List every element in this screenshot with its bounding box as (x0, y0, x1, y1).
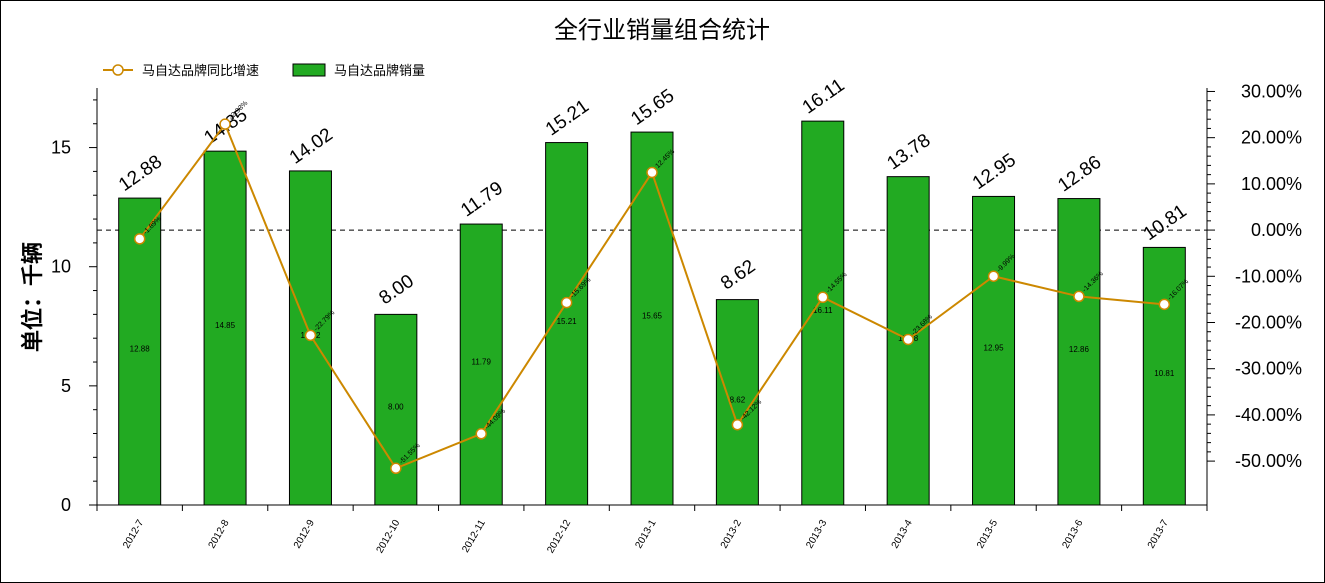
left-tick-label: 5 (61, 376, 71, 396)
legend-label-sales: 马自达品牌销量 (334, 63, 425, 79)
bar-value-label: 13.78 (884, 130, 935, 174)
bar-inner-label: 10.81 (1154, 369, 1175, 378)
growth-point-2012-7 (133, 233, 146, 245)
bar-inner-label: 15.65 (642, 312, 663, 321)
bar-value-label: 15.65 (627, 85, 678, 129)
bar-2013-7 (1142, 246, 1186, 506)
growth-point-2012-9 (304, 329, 317, 342)
left-tick-label: 0 (61, 495, 71, 515)
bar-value-label: 14.02 (286, 124, 337, 168)
bar-inner-label: 12.95 (984, 344, 1005, 353)
x-tick-label: 2012-10 (375, 518, 403, 556)
right-tick-label: -40.00% (1235, 405, 1302, 425)
x-tick-label: 2012-8 (207, 518, 232, 551)
x-tick-label: 2013-4 (890, 518, 915, 551)
bar-value-label: 10.81 (1140, 201, 1191, 245)
x-tick-label: 2013-3 (804, 518, 829, 551)
growth-point-2013-6 (1073, 290, 1085, 303)
bar-inner-label: 12.88 (130, 345, 151, 354)
x-tick-label: 2013-7 (1146, 518, 1171, 551)
x-tick-label: 2012-11 (460, 518, 488, 555)
growth-point-2012-10 (390, 462, 402, 475)
legend-line-marker (112, 64, 124, 76)
legend-bar-swatch (292, 63, 326, 77)
bar-value-label: 12.95 (969, 150, 1020, 194)
bar-2013-3 (801, 120, 845, 506)
bar-2012-11 (459, 223, 503, 506)
right-tick-label: -30.00% (1235, 359, 1302, 379)
bar-2013-5 (972, 195, 1016, 506)
growth-point-2012-12 (560, 296, 573, 309)
right-tick-label: 30.00% (1241, 81, 1302, 101)
right-tick-label: 10.00% (1241, 174, 1302, 194)
x-tick-label: 2012-9 (292, 518, 317, 551)
bar-value-label: 12.86 (1054, 152, 1105, 196)
right-tick-label: 0.00% (1251, 220, 1302, 240)
bar-inner-label: 15.21 (557, 317, 578, 326)
x-tick-label: 2013-5 (975, 518, 1000, 551)
growth-point-2012-8 (219, 118, 231, 130)
growth-point-2012-11 (475, 428, 487, 440)
right-tick-label: -50.00% (1235, 451, 1302, 471)
x-tick-label: 2012-7 (121, 518, 146, 551)
chart-title: 全行业销量组合统计 (554, 16, 770, 44)
bar-2013-6 (1057, 198, 1101, 506)
growth-point-2013-4 (902, 333, 914, 346)
bar-inner-label: 11.79 (472, 358, 492, 367)
bar-inner-label: 8.00 (388, 403, 404, 412)
bar-inner-label: 8.62 (730, 395, 746, 404)
bar-inner-label: 12.86 (1069, 345, 1090, 354)
growth-point-2013-2 (731, 418, 744, 431)
bar-value-label: 16.11 (799, 75, 849, 119)
bar-value-label: 15.21 (542, 96, 593, 140)
x-tick-label: 2013-6 (1060, 518, 1085, 551)
growth-point-2013-3 (817, 291, 829, 304)
bar-2012-8 (203, 150, 247, 506)
bar-value-label: 8.62 (717, 256, 759, 294)
x-tick-label: 2012-12 (545, 518, 573, 556)
x-tick-label: 2013-1 (634, 518, 659, 551)
right-tick-label: -20.00% (1235, 312, 1302, 332)
y-axis-title: 单位：千辆 (20, 242, 46, 352)
bar-value-label: 8.00 (376, 271, 418, 309)
legend-label-growth: 马自达品牌同比增速 (142, 63, 259, 79)
bar-value-label: 11.79 (457, 178, 507, 222)
growth-point-2013-7 (1158, 298, 1171, 311)
growth-point-2013-1 (646, 166, 658, 179)
bar-2012-7 (118, 197, 162, 506)
right-tick-label: 20.00% (1241, 128, 1302, 148)
left-tick-label: 10 (51, 257, 71, 277)
left-tick-label: 15 (51, 138, 71, 158)
bar-inner-label: 14.85 (215, 321, 236, 330)
x-tick-label: 2013-2 (719, 518, 744, 551)
bar-value-label: 12.88 (115, 151, 166, 195)
legend: 马自达品牌同比增速 马自达品牌销量 (103, 63, 425, 79)
bar-inner-label: 16.11 (813, 306, 833, 315)
plot-area: 0 5 10 15 30.00% 20.00% 10.00% 0.00% -10.00% -20.… (51, 75, 1302, 556)
right-tick-label: -10.00% (1235, 266, 1302, 286)
growth-point-2013-5 (987, 270, 1000, 282)
